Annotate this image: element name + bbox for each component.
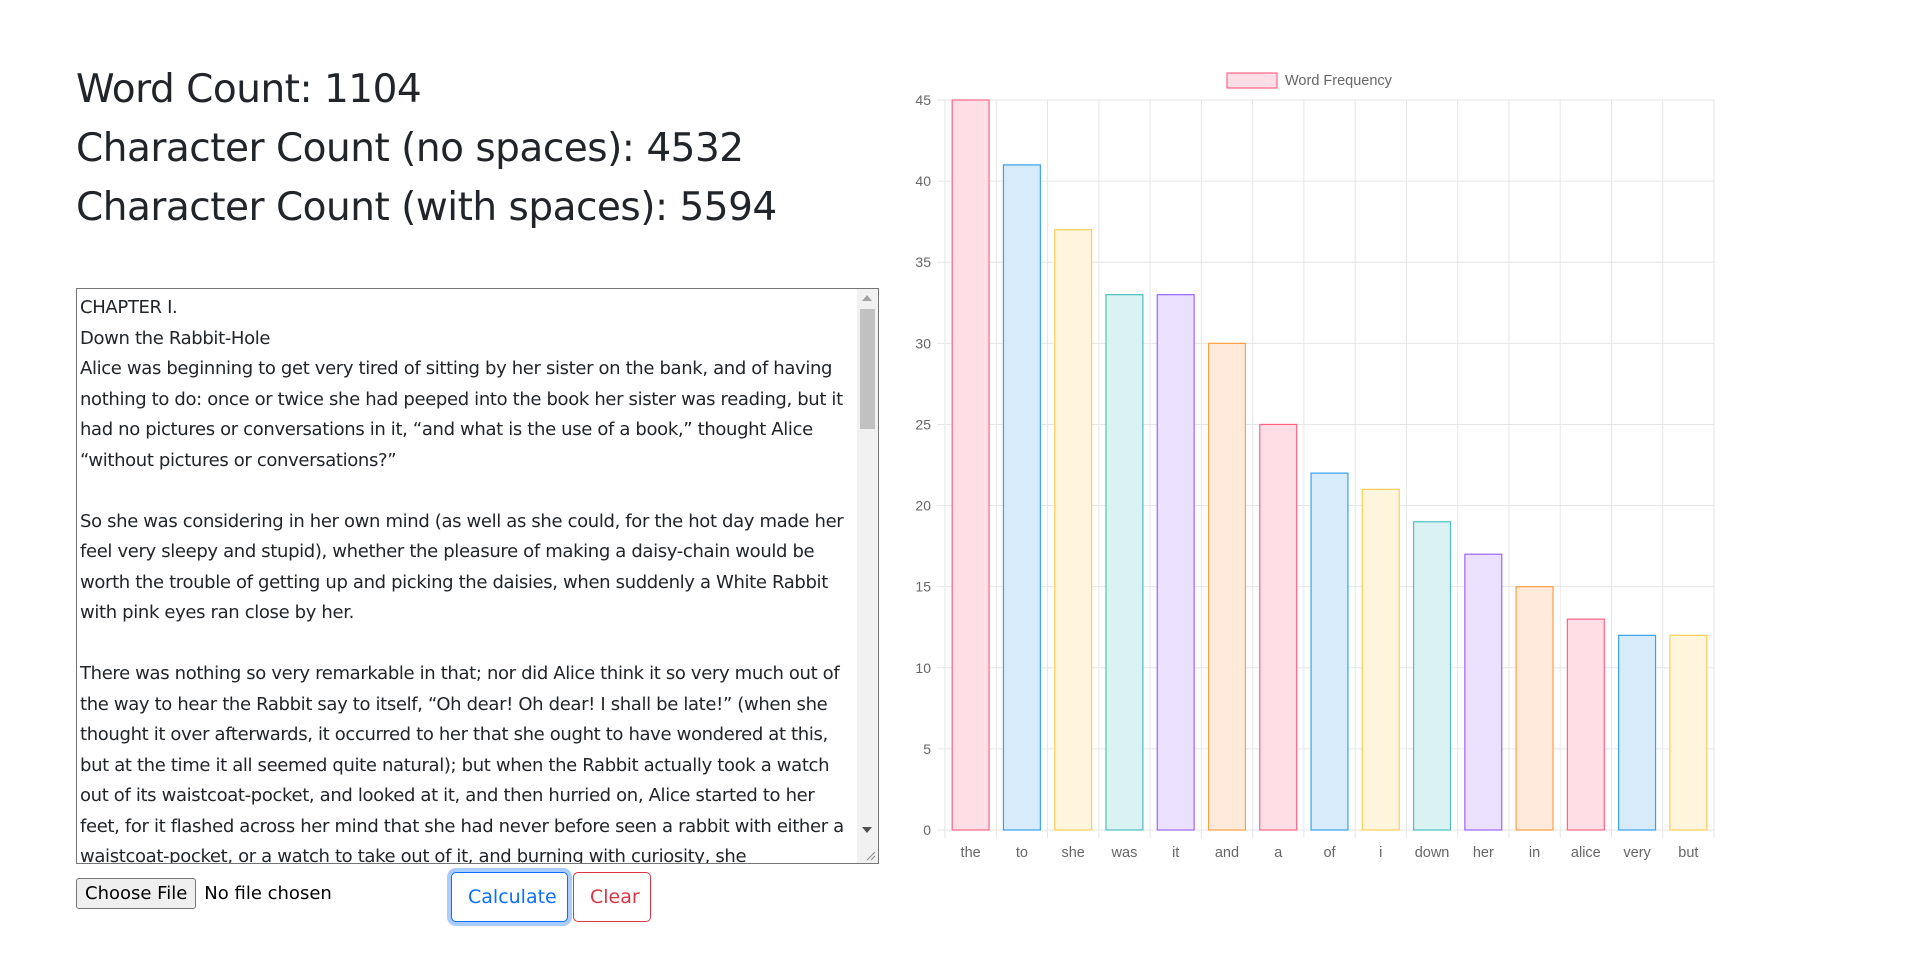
x-tick-label: alice: [1571, 845, 1601, 861]
y-tick-label: 15: [915, 579, 931, 595]
y-tick-label: 0: [923, 822, 931, 838]
x-tick-label: of: [1323, 845, 1336, 861]
x-tick-label: down: [1415, 845, 1450, 861]
text-content[interactable]: CHAPTER I. Down the Rabbit-Hole Alice wa…: [80, 297, 844, 864]
y-tick-label: 10: [915, 660, 931, 676]
bar-and: [1207, 342, 1247, 831]
bar-alice: [1566, 618, 1605, 831]
resize-grip-icon[interactable]: [864, 849, 876, 861]
bar-her: [1464, 553, 1503, 831]
x-tick-label: i: [1379, 845, 1382, 861]
char-count-with-spaces: Character Count (with spaces): 5594: [76, 185, 777, 230]
x-tick-label: very: [1623, 845, 1651, 861]
bar-down: [1412, 521, 1452, 831]
legend-swatch: [1226, 72, 1278, 89]
x-tick-label: was: [1111, 845, 1138, 861]
y-tick-label: 5: [923, 741, 931, 757]
y-tick-label: 40: [915, 173, 931, 189]
x-tick-label: to: [1016, 845, 1028, 861]
stats-panel: Word Count: 1104 Character Count (no spa…: [76, 60, 777, 237]
y-tick-label: 45: [915, 92, 931, 108]
bar-in: [1515, 586, 1554, 831]
word-count: Word Count: 1104: [76, 67, 422, 112]
x-tick-label: but: [1678, 845, 1698, 861]
bar-to: [1002, 164, 1041, 831]
bar-it: [1156, 294, 1195, 831]
y-tick-label: 20: [915, 498, 931, 514]
bar-very: [1618, 634, 1657, 831]
bar-i: [1361, 488, 1400, 831]
word-frequency-chart: 0 5 10 15 20 25 30 35 40 45 the to she was it and a of i do…: [915, 72, 1715, 861]
bar-but: [1669, 634, 1708, 831]
x-tick-label: she: [1061, 845, 1084, 861]
bar-the: [951, 99, 990, 831]
choose-file-button[interactable]: Choose File: [76, 878, 197, 909]
y-tick-label: 25: [915, 416, 931, 432]
scroll-down-icon[interactable]: [862, 827, 872, 833]
x-tick-label: her: [1473, 845, 1494, 861]
vertical-scrollbar[interactable]: [857, 289, 878, 863]
y-tick-label: 30: [915, 335, 931, 351]
x-tick-label: a: [1274, 845, 1283, 861]
text-input-area[interactable]: CHAPTER I. Down the Rabbit-Hole Alice wa…: [76, 288, 879, 864]
file-input[interactable]: Choose File No file chosen: [76, 878, 332, 909]
x-tick-label: and: [1215, 845, 1239, 861]
scroll-thumb[interactable]: [860, 309, 875, 429]
x-tick-label: it: [1172, 845, 1179, 861]
bar-was: [1105, 294, 1144, 831]
bar-she: [1054, 229, 1093, 831]
legend-label: Word Frequency: [1285, 73, 1393, 89]
char-count-no-spaces: Character Count (no spaces): 4532: [76, 126, 744, 171]
calculate-button[interactable]: Calculate: [451, 872, 568, 922]
x-tick-label: the: [961, 845, 981, 861]
clear-button[interactable]: Clear: [573, 872, 651, 922]
bar-a: [1259, 423, 1298, 831]
y-tick-label: 35: [915, 254, 931, 270]
bar-of: [1310, 472, 1349, 831]
scroll-up-icon[interactable]: [862, 295, 872, 301]
file-status: No file chosen: [204, 883, 332, 904]
x-tick-label: in: [1529, 845, 1540, 861]
